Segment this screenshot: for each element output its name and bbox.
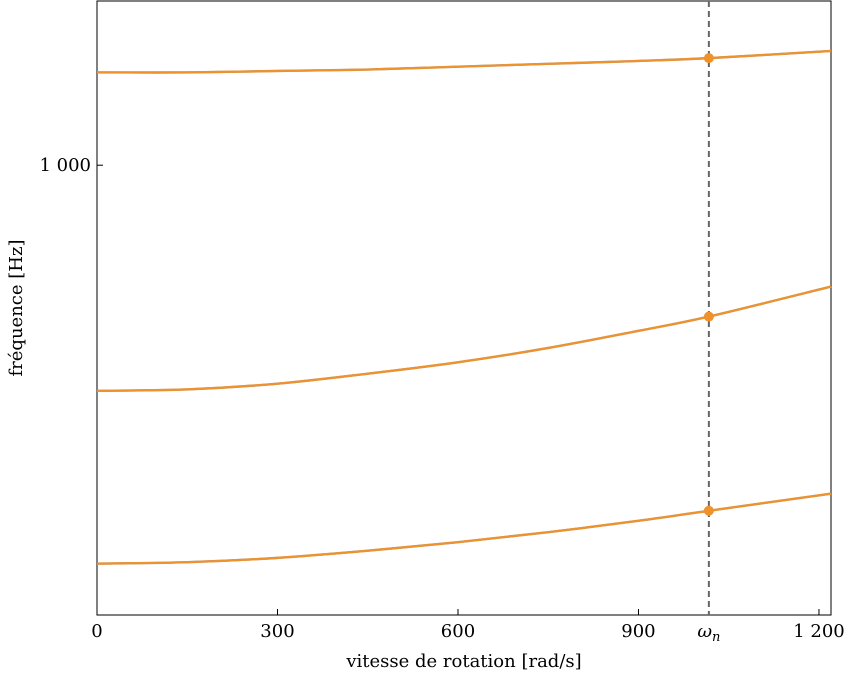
marker-point-2 (703, 311, 714, 322)
y-tick-label-1: 1 000 (39, 155, 91, 176)
x-tick-label-5: 1 200 (793, 621, 845, 642)
y-axis-title: fréquence [Hz] (6, 240, 27, 377)
annotation-layer: ωn (697, 1, 720, 645)
x-tick-label-2: 300 (260, 621, 294, 642)
marker-point-1 (703, 505, 714, 516)
x-tick-label-3: 600 (441, 621, 475, 642)
plot-area (96, 0, 832, 616)
x-axis-title: vitesse de rotation [rad/s] (345, 651, 581, 672)
x-tick-label-4: 900 (621, 621, 655, 642)
x-axis-ticks: 0 300 600 900 1 200 (91, 609, 845, 642)
series-line-shadow-1 (96, 492, 832, 565)
series-layer (96, 49, 832, 565)
series-line-shadow-3 (96, 49, 832, 74)
y-axis-ticks: 1 000 (39, 155, 103, 176)
plot-frame (96, 0, 832, 616)
x-tick-label-1: 0 (91, 621, 102, 642)
series-line-2 (96, 285, 832, 392)
marker-layer (703, 53, 714, 516)
vline-label: ωn (697, 621, 720, 645)
series-line-shadow-2 (96, 285, 832, 393)
marker-point-3 (703, 53, 714, 64)
series-line-1 (96, 492, 832, 565)
series-line-3 (96, 49, 832, 74)
